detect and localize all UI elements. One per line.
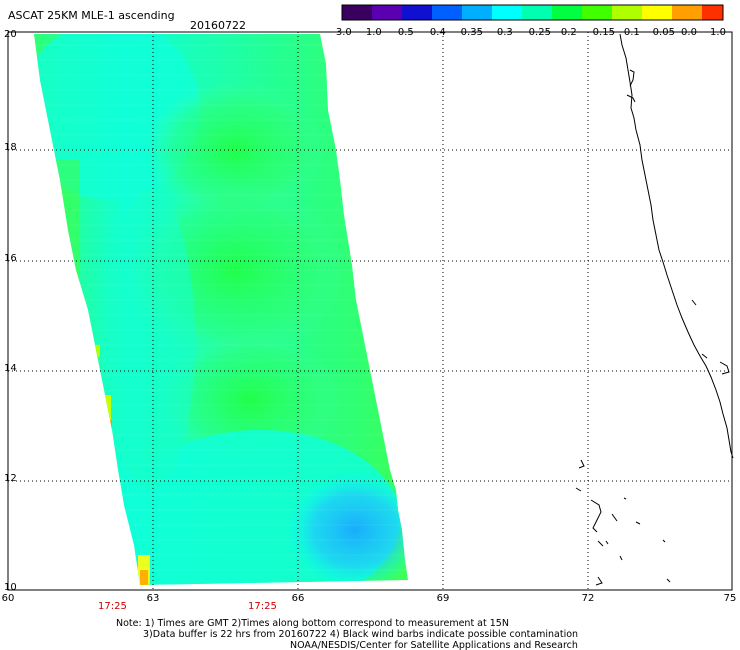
- colorbar-segment: [552, 5, 582, 20]
- lon-tick-label: 63: [147, 593, 160, 604]
- colorbar-segment: [402, 5, 432, 20]
- pass-time-label: 17:25: [98, 601, 127, 612]
- lon-tick-label: 66: [292, 593, 305, 604]
- pass-time-label: 17:25: [248, 601, 277, 612]
- footnote-line: 3)Data buffer is 22 hrs from 20160722 4)…: [143, 629, 578, 640]
- footnotes: Note: 1) Times are GMT 2)Times along bot…: [116, 618, 578, 650]
- colorbar-segment: [672, 5, 702, 20]
- map-frame: [7, 31, 733, 591]
- lat-tick-label: 14: [4, 363, 17, 374]
- lon-tick-label: 69: [437, 593, 450, 604]
- colorbar-segment: [612, 5, 642, 20]
- product-title: ASCAT 25KM MLE-1 ascending: [8, 9, 175, 22]
- lat-lon-grid: [8, 32, 732, 590]
- lat-tick-label: 16: [4, 253, 17, 264]
- lat-tick-label: 20: [4, 29, 17, 40]
- pass-times: 17:25 17:25: [98, 601, 277, 612]
- latitude-axis: 20 18 16 14 12 10: [4, 29, 17, 593]
- coastline: [575, 33, 734, 586]
- lat-tick-label: 12: [4, 473, 17, 484]
- wind-data-swath: [34, 34, 408, 585]
- lon-tick-label: 75: [724, 593, 737, 604]
- colorbar-segment: [522, 5, 552, 20]
- lon-tick-label: 60: [2, 593, 15, 604]
- colorbar-segment: [432, 5, 462, 20]
- colorbar-segment: [702, 5, 723, 20]
- colorbar-segment: [642, 5, 672, 20]
- colorbar-segment: [492, 5, 522, 20]
- lon-tick-label: 72: [582, 593, 595, 604]
- product-date: 20160722: [190, 19, 246, 32]
- colorbar-segment: [582, 5, 612, 20]
- lat-tick-label: 10: [4, 582, 17, 593]
- colorbar-segment: [372, 5, 402, 20]
- color-scale-bar: [341, 4, 724, 21]
- colorbar-segment: [462, 5, 492, 20]
- footnote-line: Note: 1) Times are GMT 2)Times along bot…: [116, 618, 509, 629]
- longitude-axis: 60 63 66 69 72 75: [2, 593, 737, 604]
- colorbar-segment: [342, 5, 372, 20]
- footnote-line: NOAA/NESDIS/Center for Satellite Applica…: [290, 640, 578, 650]
- lat-tick-label: 18: [4, 142, 17, 153]
